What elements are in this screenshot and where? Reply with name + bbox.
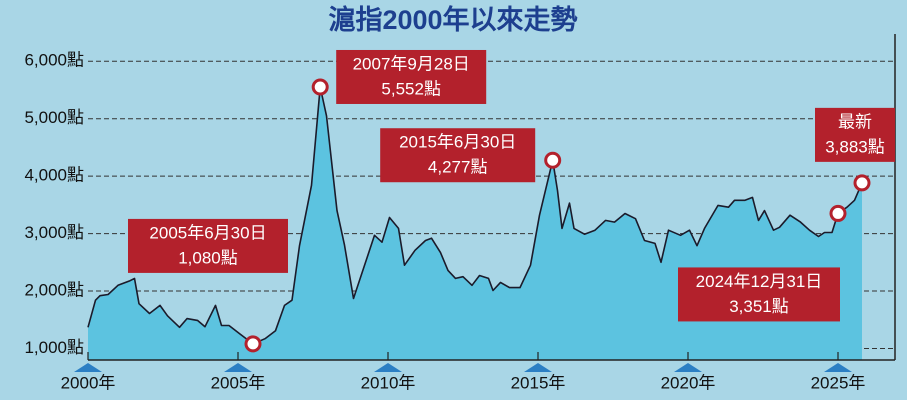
area — [88, 87, 862, 360]
callout-box — [815, 107, 895, 162]
callout-date: 2024年12月31日 — [696, 272, 823, 291]
highlight-point — [311, 78, 329, 96]
x-tick-label: 2000年 — [61, 373, 116, 392]
x-tick-label: 2015年 — [511, 373, 566, 392]
callout-box — [678, 267, 840, 322]
y-tick-label: 5,000點 — [24, 108, 84, 127]
callout-box — [128, 218, 288, 273]
highlight-point — [244, 335, 262, 353]
callout-date: 2015年6月30日 — [399, 133, 516, 152]
chart-title: 滬指2000年以來走勢 — [328, 4, 577, 35]
x-tick-marker — [74, 363, 102, 372]
x-tick-label: 2005年 — [211, 373, 266, 392]
y-tick-label: 4,000點 — [24, 166, 84, 185]
callout-value: 3,351點 — [729, 297, 789, 316]
x-tick-marker — [824, 363, 852, 372]
callout-value: 1,080點 — [178, 248, 238, 267]
callout-value: 5,552點 — [381, 79, 441, 98]
highlight-point — [544, 151, 562, 169]
x-tick-label: 2020年 — [661, 373, 716, 392]
line — [87, 86, 863, 345]
callout-box — [380, 128, 536, 183]
y-tick-label: 2,000點 — [24, 281, 84, 300]
x-tick-marker — [524, 363, 552, 372]
y-tick-label: 1,000點 — [24, 338, 84, 357]
callout-value: 4,277點 — [428, 158, 488, 177]
callout-value: 3,883點 — [825, 137, 885, 156]
x-tick-marker — [374, 363, 402, 372]
callout-box — [336, 49, 487, 104]
callout-date: 最新 — [838, 112, 872, 131]
x-tick-marker — [674, 363, 702, 372]
x-tick-label: 2010年 — [361, 373, 416, 392]
x-tick-label: 2025年 — [811, 373, 866, 392]
highlight-point — [853, 174, 871, 192]
x-tick-marker — [224, 363, 252, 372]
y-tick-label: 6,000點 — [24, 51, 84, 70]
callout-date: 2007年9月28日 — [353, 54, 470, 73]
callout-date: 2005年6月30日 — [149, 223, 266, 242]
y-tick-label: 3,000點 — [24, 223, 84, 242]
highlight-point — [829, 204, 847, 222]
